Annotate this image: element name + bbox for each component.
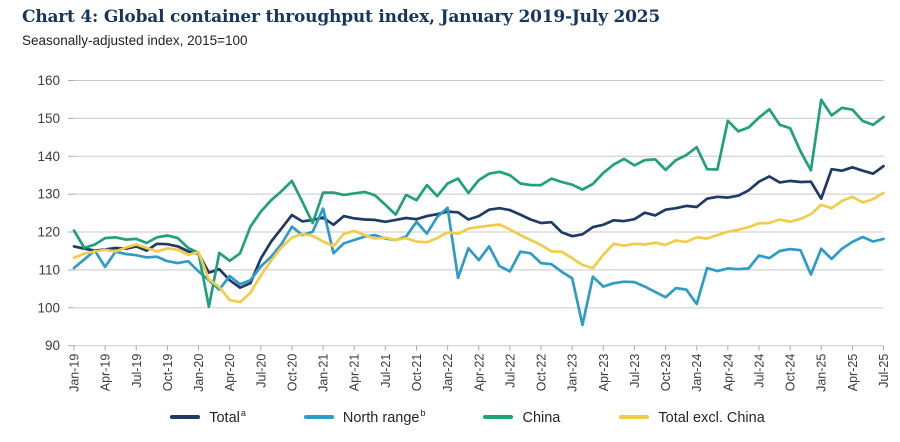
svg-text:Apr-22: Apr-22 <box>472 354 486 392</box>
chart-subtitle: Seasonally-adjusted index, 2015=100 <box>22 33 248 48</box>
svg-text:Oct-20: Oct-20 <box>285 354 299 392</box>
svg-text:Oct-19: Oct-19 <box>161 354 175 392</box>
svg-text:160: 160 <box>37 73 60 88</box>
svg-text:Jul-23: Jul-23 <box>628 354 642 388</box>
chart-legend: Totala North rangeb China Total excl. Ch… <box>0 408 900 426</box>
svg-text:110: 110 <box>38 262 60 277</box>
legend-label-north-range: North rangeb <box>342 408 426 426</box>
chart-title: Chart 4: Global container throughput ind… <box>22 7 660 27</box>
svg-text:Oct-24: Oct-24 <box>784 354 798 392</box>
svg-text:Apr-21: Apr-21 <box>348 354 362 392</box>
svg-text:Jan-21: Jan-21 <box>317 354 331 392</box>
svg-text:Jan-19: Jan-19 <box>68 354 82 392</box>
north-range-line-swatch <box>303 415 334 419</box>
svg-text:Jan-24: Jan-24 <box>690 354 704 392</box>
svg-text:130: 130 <box>37 187 60 202</box>
legend-label-total-excl-china: Total excl. China <box>658 409 765 426</box>
svg-text:Jan-25: Jan-25 <box>815 354 829 392</box>
svg-text:Jul-21: Jul-21 <box>379 354 393 388</box>
svg-text:Jul-24: Jul-24 <box>752 354 766 388</box>
svg-text:Oct-22: Oct-22 <box>535 354 549 392</box>
svg-text:90: 90 <box>45 338 60 353</box>
svg-text:Oct-21: Oct-21 <box>410 354 424 392</box>
svg-text:Apr-24: Apr-24 <box>721 354 735 392</box>
svg-text:120: 120 <box>37 225 60 240</box>
svg-text:Apr-23: Apr-23 <box>597 354 611 392</box>
legend-item-total-excl-china: Total excl. China <box>619 408 765 426</box>
svg-text:Jan-20: Jan-20 <box>192 354 206 392</box>
svg-text:Jul-25: Jul-25 <box>877 354 891 388</box>
total-excl-china-line-swatch <box>619 415 650 419</box>
svg-text:Jul-19: Jul-19 <box>130 354 144 388</box>
legend-item-north-range: North rangeb <box>303 408 426 426</box>
legend-label-total: Totala <box>209 408 246 426</box>
svg-text:Jul-20: Jul-20 <box>254 354 268 388</box>
svg-text:Apr-25: Apr-25 <box>846 354 860 392</box>
china-line-swatch <box>483 415 514 419</box>
svg-text:Apr-19: Apr-19 <box>99 354 113 392</box>
svg-text:Apr-20: Apr-20 <box>223 354 237 392</box>
legend-item-china: China <box>483 408 561 426</box>
legend-label-china: China <box>522 409 561 426</box>
svg-text:Jul-22: Jul-22 <box>503 354 517 388</box>
svg-text:Jan-22: Jan-22 <box>441 354 455 392</box>
svg-text:Oct-23: Oct-23 <box>659 354 673 392</box>
total-line-swatch <box>170 415 201 419</box>
svg-text:Jan-23: Jan-23 <box>566 354 580 392</box>
svg-text:100: 100 <box>37 300 60 315</box>
legend-item-total: Totala <box>170 408 246 426</box>
svg-text:140: 140 <box>37 149 60 164</box>
svg-text:150: 150 <box>37 111 60 126</box>
